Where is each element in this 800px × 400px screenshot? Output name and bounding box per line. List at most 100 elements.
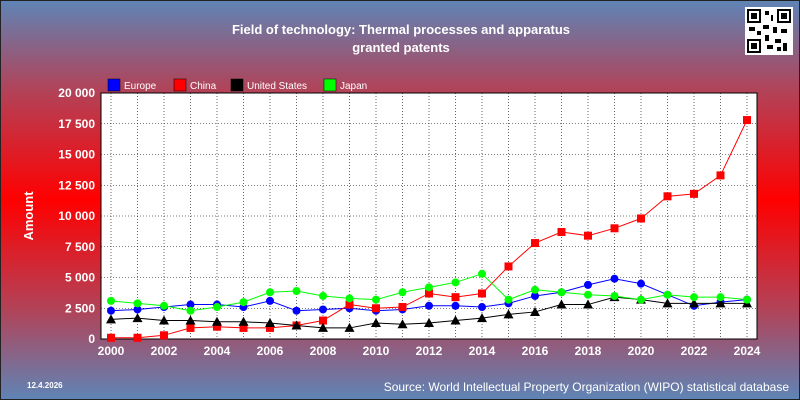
legend-item-japan: Japan	[323, 78, 367, 92]
legend-label: Europe	[124, 81, 157, 92]
legend-swatch	[230, 78, 244, 92]
x-tick-label: 2010	[363, 344, 390, 358]
data-point-china	[319, 316, 327, 325]
data-point-japan	[372, 295, 380, 304]
data-point-japan	[186, 306, 195, 315]
y-tick-label: 20 000	[58, 86, 95, 100]
y-axis-label: Amount	[21, 191, 36, 241]
data-point-japan	[637, 295, 645, 304]
legend-swatch	[107, 78, 121, 92]
data-point-united-states	[556, 299, 567, 309]
data-point-china	[716, 171, 725, 180]
data-point-china	[743, 116, 751, 125]
qr-code-icon	[745, 7, 793, 55]
legend: Europe China United States Japan	[107, 78, 367, 92]
y-tick-label: 15 000	[58, 148, 95, 162]
x-tick-label: 2006	[257, 344, 284, 358]
x-tick-label: 2004	[204, 344, 231, 358]
data-point-china	[239, 323, 248, 332]
x-tick-label: 2000	[98, 344, 125, 358]
data-point-japan	[716, 293, 725, 302]
data-point-china	[504, 262, 513, 271]
data-point-china	[663, 192, 672, 201]
y-tick-label: 0	[88, 332, 95, 346]
data-point-china	[133, 333, 142, 342]
x-tick-label: 2002	[151, 344, 178, 358]
chart-title-line1: Field of technology: Thermal processes a…	[231, 22, 571, 37]
data-point-japan	[239, 298, 248, 307]
data-point-china	[557, 227, 566, 236]
data-point-japan	[160, 301, 168, 310]
data-point-japan	[504, 295, 513, 304]
data-point-europe	[292, 306, 301, 315]
data-point-united-states	[397, 319, 408, 329]
date-stamp: 12.4.2026	[27, 381, 63, 390]
data-point-japan	[663, 290, 672, 299]
data-point-china	[186, 323, 195, 332]
data-point-united-states	[503, 309, 514, 319]
series-china	[107, 116, 751, 342]
data-point-china	[160, 331, 168, 340]
x-tick-label: 2012	[416, 344, 443, 358]
data-point-united-states	[477, 313, 487, 323]
data-point-europe	[584, 280, 592, 289]
legend-item-europe: Europe	[107, 78, 157, 92]
data-point-europe	[637, 279, 645, 288]
chart-title: Field of technology: Thermal processes a…	[1, 21, 799, 57]
data-point-europe	[319, 305, 327, 314]
data-point-united-states	[159, 315, 169, 325]
data-point-china	[637, 214, 645, 223]
data-point-japan	[743, 295, 751, 304]
legend-label: United States	[247, 81, 307, 92]
data-point-japan	[531, 285, 539, 294]
x-tick-label: 2008	[310, 344, 337, 358]
data-point-japan	[319, 291, 327, 300]
y-tick-label: 12 500	[58, 178, 95, 192]
legend-item-united-states: United States	[230, 78, 307, 92]
data-point-china	[690, 189, 698, 198]
data-point-japan	[133, 299, 142, 308]
data-point-united-states	[689, 298, 699, 308]
y-axis-ticks: 0 2 500 5 000 7 500 10 000 12 500 15 000 17 500…	[58, 86, 95, 346]
data-point-japan	[451, 278, 460, 287]
data-point-europe	[451, 301, 460, 310]
data-point-japan	[690, 293, 698, 302]
data-point-united-states	[185, 315, 196, 325]
data-point-united-states	[371, 318, 381, 328]
legend-label: China	[190, 81, 217, 92]
legend-swatch	[173, 78, 187, 92]
data-point-japan	[584, 290, 592, 299]
data-point-europe	[266, 296, 274, 305]
data-point-japan	[345, 294, 354, 303]
y-tick-label: 17 500	[58, 117, 95, 131]
data-point-china	[372, 304, 380, 313]
data-point-china	[345, 300, 354, 309]
data-point-china	[584, 231, 592, 240]
legend-label: Japan	[340, 81, 367, 92]
source-note: Source: World Intellectual Property Orga…	[383, 380, 789, 394]
legend-item-china: China	[173, 78, 217, 92]
data-point-united-states	[291, 320, 302, 330]
legend-swatch	[323, 78, 337, 92]
data-point-china	[610, 224, 619, 233]
data-point-japan	[107, 296, 115, 305]
x-tick-label: 2014	[469, 344, 496, 358]
data-point-china	[531, 239, 539, 248]
y-tick-label: 7 500	[65, 240, 95, 254]
y-tick-label: 5 000	[65, 271, 95, 285]
x-tick-label: 2016	[522, 344, 549, 358]
data-point-china	[107, 333, 115, 342]
data-point-japan	[478, 269, 486, 278]
data-point-china	[451, 293, 460, 302]
data-point-japan	[425, 283, 433, 292]
y-tick-label: 2 500	[65, 301, 95, 315]
data-point-europe	[186, 300, 195, 309]
data-point-europe	[425, 301, 433, 310]
series-layer	[106, 116, 752, 342]
chart-title-line2: granted patents	[352, 40, 450, 55]
data-point-europe	[531, 291, 539, 300]
data-point-europe	[107, 306, 115, 315]
data-point-china	[425, 289, 433, 298]
x-tick-label: 2024	[734, 344, 761, 358]
